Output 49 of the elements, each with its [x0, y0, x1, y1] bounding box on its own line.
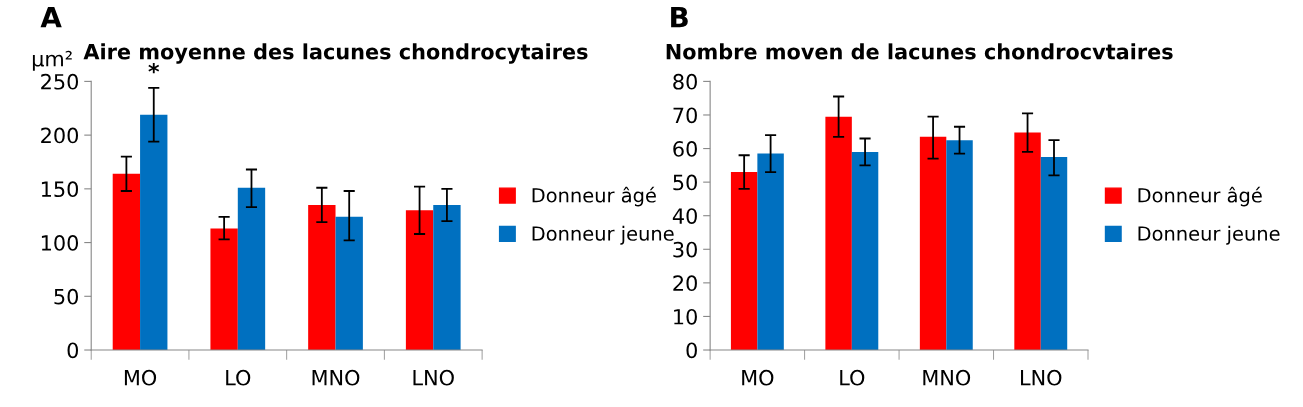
bar — [1014, 132, 1041, 351]
bar — [730, 172, 758, 351]
x-tick-label: MO — [742, 369, 774, 386]
bar — [140, 114, 168, 351]
y-tick-label: 80 — [673, 73, 697, 90]
legend-label: Donneur âgé — [1138, 186, 1262, 207]
bar — [757, 153, 784, 351]
bar — [825, 116, 852, 351]
chart-title: Nombre moven de lacunes chondrocvtaires — [666, 43, 1173, 60]
chart-title: Aire moyenne des lacunes chondrocytaires — [83, 43, 588, 64]
y-tick-label: 0 — [686, 342, 697, 359]
y-tick-label: 50 — [673, 174, 697, 191]
y-tick-label: 10 — [674, 308, 697, 325]
text: B — [671, 7, 688, 28]
bar — [919, 136, 947, 351]
y-axis-title: µm² — [32, 50, 72, 71]
x-tick-label: LNO — [1021, 369, 1062, 386]
y-tick-label: 40 — [672, 208, 697, 224]
y-tick-label: 200 — [41, 127, 79, 144]
bar — [335, 216, 363, 351]
legend-label: Donneur jeune — [1138, 225, 1280, 245]
x-tick-label: MNO — [312, 369, 360, 386]
legend-label: Donneur âgé — [532, 186, 656, 207]
y-tick-label: 250 — [41, 73, 79, 90]
y-tick-label: 30 — [673, 241, 697, 258]
x-tick-label: LO — [226, 369, 251, 386]
x-tick-label: LO — [840, 369, 865, 386]
bar — [405, 210, 434, 351]
bar — [210, 228, 238, 351]
bar — [308, 204, 336, 351]
bar — [946, 140, 973, 351]
y-tick-label: 150 — [41, 181, 79, 198]
text: * — [148, 62, 160, 74]
x-tick-label: MNO — [923, 369, 971, 386]
bar — [112, 173, 141, 351]
bar — [433, 204, 461, 351]
x-tick-label: MO — [124, 369, 157, 386]
bar — [237, 187, 266, 351]
y-tick-label: 20 — [673, 275, 697, 292]
x-tick-label: LNO — [413, 369, 454, 386]
bar — [851, 151, 879, 351]
legend-label: Donneur jeune — [532, 225, 674, 245]
y-tick-label: 0 — [67, 342, 79, 359]
y-tick-label: 70 — [673, 107, 697, 124]
y-tick-label: 60 — [673, 141, 697, 157]
y-tick-label: 100 — [41, 235, 79, 251]
y-tick-label: 50 — [54, 288, 79, 305]
bar — [1040, 156, 1068, 351]
text: A — [40, 7, 62, 28]
